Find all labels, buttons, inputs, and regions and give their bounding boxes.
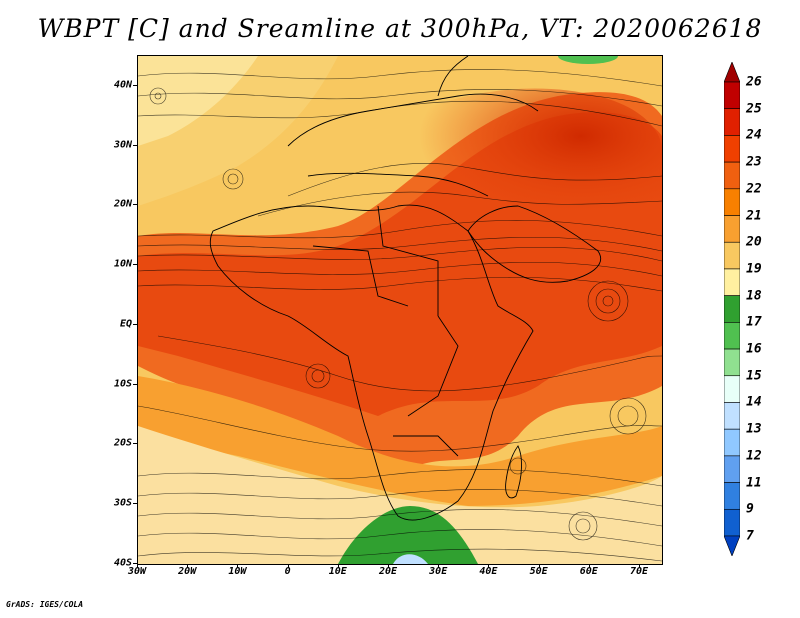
colorbar-bin — [724, 428, 740, 457]
colorbar-level-label: 13 — [746, 421, 762, 437]
colorbar-bin — [724, 482, 740, 510]
map-field — [138, 56, 662, 564]
colorbar-bin — [724, 375, 740, 403]
lon-tick — [237, 564, 239, 568]
colorbar-level-label: 14 — [746, 394, 762, 410]
colorbar-level-label: 7 — [746, 528, 754, 544]
lon-tick — [488, 564, 490, 568]
lat-label: 20N — [113, 198, 132, 210]
colorbar-bin — [724, 161, 740, 190]
colorbar-level-label: 23 — [746, 154, 762, 170]
lat-tick — [133, 144, 137, 146]
colorbar-level-label: 15 — [746, 368, 762, 384]
lon-tick — [639, 564, 640, 568]
lon-tick — [187, 564, 189, 568]
colorbar-bin — [724, 455, 740, 483]
colorbar-bin — [724, 188, 740, 216]
colorbar-bin — [724, 135, 740, 163]
colorbar-level-label: 22 — [746, 181, 762, 197]
colorbar-level-label: 18 — [746, 288, 762, 304]
colorbar — [724, 62, 740, 556]
lat-label: 10N — [113, 258, 132, 270]
lat-label: 40S — [113, 557, 132, 569]
colorbar-bin — [724, 402, 740, 430]
lat-label: 20S — [113, 437, 132, 449]
colorbar-level-label: 20 — [746, 234, 762, 250]
colorbar-bin — [724, 62, 740, 83]
colorbar-bin — [724, 108, 740, 136]
lon-tick — [287, 564, 289, 568]
lat-tick — [133, 85, 137, 86]
lon-label: 30E — [429, 566, 448, 577]
lon-label: 30W — [127, 566, 147, 577]
lat-tick — [133, 323, 137, 325]
colorbar-level-label: 24 — [746, 127, 762, 143]
colorbar-level-label: 9 — [746, 501, 754, 517]
colorbar-bin — [724, 535, 740, 556]
colorbar-bin — [724, 81, 740, 110]
lon-tick — [538, 564, 540, 568]
colorbar-level-label: 26 — [746, 74, 762, 90]
colorbar-bin — [724, 215, 740, 243]
lon-tick — [438, 564, 440, 568]
colorbar-bin — [724, 508, 740, 537]
lat-tick — [133, 562, 137, 564]
credit-text: GrADS: IGES/COLA — [6, 600, 84, 609]
map-panel — [137, 55, 663, 565]
colorbar-bin — [724, 268, 740, 296]
lat-tick — [133, 502, 137, 504]
lon-label: 70E — [629, 566, 649, 577]
colorbar-level-label: 25 — [746, 101, 762, 117]
colorbar-bin — [724, 348, 740, 377]
colorbar-level-label: 12 — [746, 448, 762, 464]
lon-label: 60E — [579, 566, 598, 577]
colorbar-bin — [724, 322, 740, 350]
colorbar-level-label: 21 — [746, 208, 762, 224]
lon-label: 0 — [284, 566, 291, 577]
lon-label: 10W — [228, 566, 247, 577]
lat-label: EQ — [119, 318, 132, 330]
lon-tick — [388, 564, 389, 568]
lat-tick — [133, 443, 137, 445]
colorbar-bin — [724, 241, 740, 270]
lat-tick — [133, 204, 137, 206]
lon-tick — [337, 564, 339, 568]
lat-label: 40N — [113, 79, 132, 91]
lat-tick — [133, 264, 137, 266]
lon-tick — [588, 564, 590, 568]
colorbar-level-label: 11 — [746, 475, 762, 491]
lat-label: 10S — [113, 378, 132, 389]
colorbar-level-label: 19 — [746, 261, 762, 277]
lon-label: 10E — [328, 566, 347, 577]
colorbar-level-label: 16 — [746, 341, 762, 357]
lon-tick — [137, 564, 138, 568]
colorbar-bin — [724, 295, 740, 323]
lon-label: 20E — [378, 566, 398, 577]
lon-label: 40E — [479, 566, 498, 577]
lat-label: 30S — [113, 497, 132, 509]
lat-label: 30N — [113, 139, 132, 151]
lon-label: 50E — [529, 566, 548, 577]
colorbar-level-label: 17 — [746, 314, 762, 330]
chart-title: WBPT [C] and Sreamline at 300hPa, VT: 20… — [37, 14, 763, 43]
lat-tick — [133, 383, 137, 385]
lon-label: 20W — [178, 566, 197, 577]
